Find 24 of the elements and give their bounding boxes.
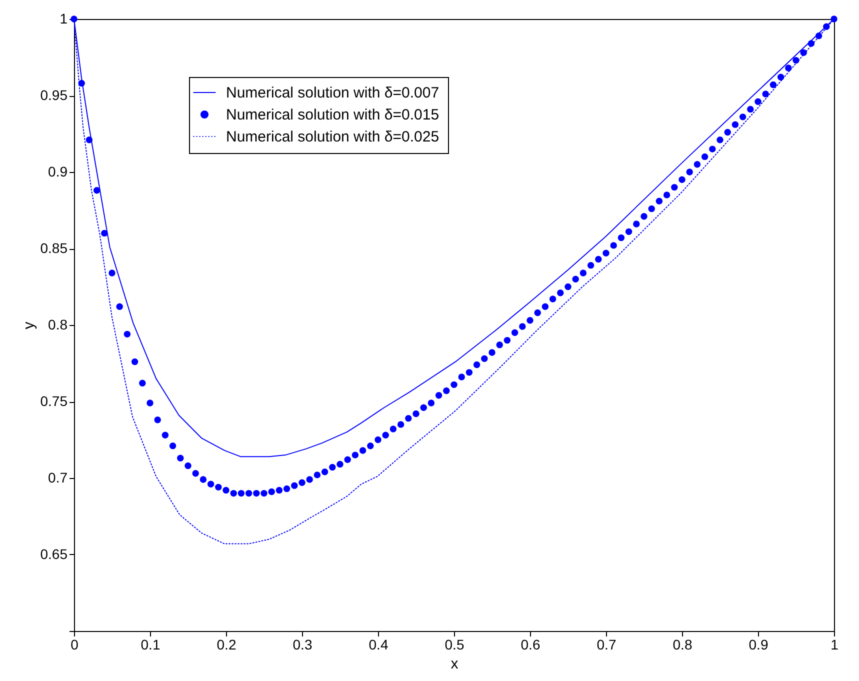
x-tick-label: 0.8 xyxy=(672,636,692,652)
legend-label: Numerical solution with δ=0.025 xyxy=(226,128,440,146)
y-tick-label: 1 xyxy=(60,10,68,26)
x-tick-label: 0.6 xyxy=(520,636,540,652)
x-tick-label: 0.2 xyxy=(216,636,236,652)
x-axis-title: x xyxy=(450,656,459,672)
x-tick-label: 0.3 xyxy=(292,636,312,652)
x-tick-label: 0.1 xyxy=(140,636,160,652)
legend-label: Numerical solution with δ=0.015 xyxy=(226,106,440,124)
y-tick-label: 0.7 xyxy=(48,470,68,486)
y-tick-label: 0.9 xyxy=(48,164,68,180)
x-tick-label: 0.4 xyxy=(368,636,388,652)
x-tick-label: 0.7 xyxy=(596,636,616,652)
y-tick-label: 0.95 xyxy=(40,87,68,103)
legend-label: Numerical solution with δ=0.007 xyxy=(226,84,440,102)
y-axis-title: y xyxy=(20,321,38,330)
y-tick-label: 0.65 xyxy=(40,546,68,562)
x-tick-label: 0.9 xyxy=(748,636,768,652)
x-tick-label: 1 xyxy=(830,636,839,652)
y-tick-label: 0.8 xyxy=(48,316,68,332)
x-tick-label: 0 xyxy=(70,636,79,652)
x-tick-label: 0.5 xyxy=(444,636,464,652)
y-tick-label: 0.75 xyxy=(40,393,68,409)
y-tick-label: 0.85 xyxy=(40,240,68,256)
